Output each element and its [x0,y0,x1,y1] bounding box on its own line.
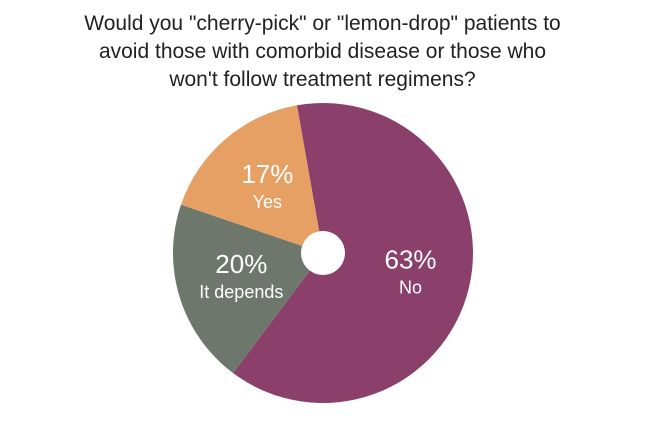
chart-title: Would you "cherry-pick" or "lemon-drop" … [84,12,561,91]
value-label: 63% [385,245,437,275]
category-label: Yes [253,192,282,212]
value-label: 17% [241,159,293,189]
pie-slice [173,204,323,374]
category-label: It depends [199,282,283,302]
pie-hole [301,231,345,275]
value-label: 20% [215,249,267,279]
pie-slice [181,105,323,253]
category-label: No [399,278,422,298]
pie-slice [233,103,473,404]
